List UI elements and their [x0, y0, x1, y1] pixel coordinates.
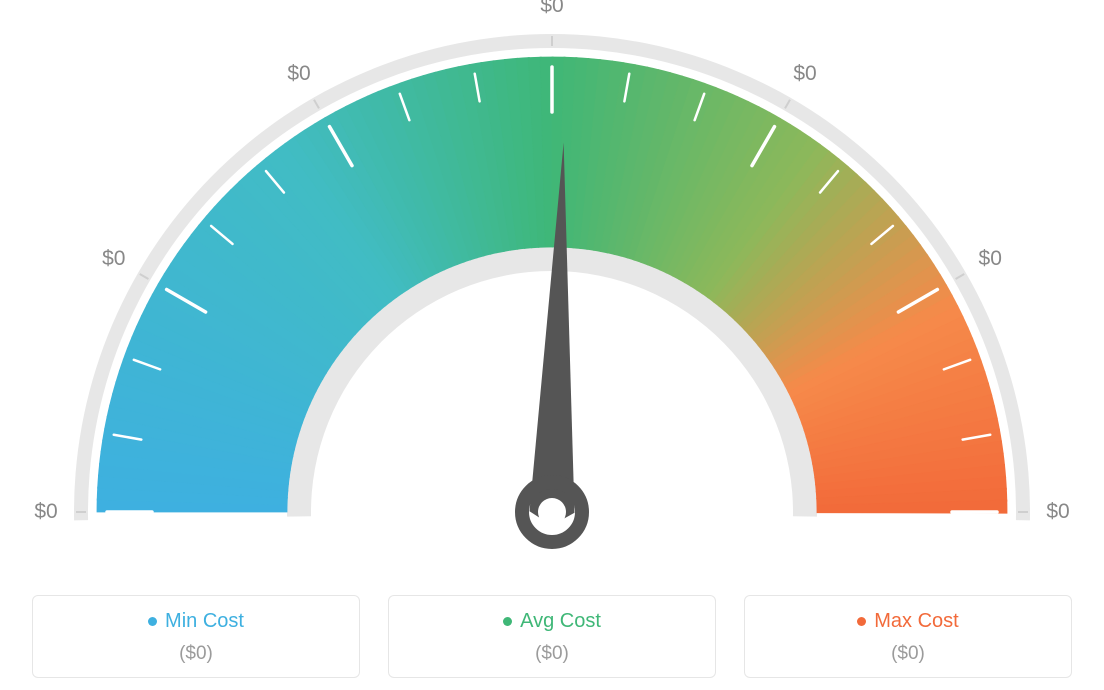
legend-dot-min — [148, 617, 157, 626]
gauge-tick-label: $0 — [287, 62, 310, 86]
legend-label-min: Min Cost — [165, 610, 244, 633]
legend-row: Min Cost ($0) Avg Cost ($0) Max Cost ($0… — [32, 595, 1072, 678]
gauge-tick-label: $0 — [540, 0, 563, 18]
legend-card-avg: Avg Cost ($0) — [388, 595, 716, 678]
gauge-tick-label: $0 — [34, 500, 57, 524]
gauge-svg — [0, 0, 1104, 560]
legend-value-avg: ($0) — [399, 643, 705, 665]
gauge-tick-label: $0 — [793, 62, 816, 86]
legend-label-avg: Avg Cost — [520, 610, 601, 633]
gauge-chart: $0 $0 $0 $0 $0 $0 $0 — [0, 0, 1104, 560]
legend-title-max: Max Cost — [857, 610, 958, 633]
legend-title-avg: Avg Cost — [503, 610, 601, 633]
legend-title-min: Min Cost — [148, 610, 244, 633]
gauge-tick-label: $0 — [1046, 500, 1069, 524]
legend-label-max: Max Cost — [874, 610, 958, 633]
legend-dot-max — [857, 617, 866, 626]
legend-value-min: ($0) — [43, 643, 349, 665]
legend-card-max: Max Cost ($0) — [744, 595, 1072, 678]
gauge-tick-label: $0 — [979, 247, 1002, 271]
legend-value-max: ($0) — [755, 643, 1061, 665]
gauge-tick-label: $0 — [102, 247, 125, 271]
legend-dot-avg — [503, 617, 512, 626]
legend-card-min: Min Cost ($0) — [32, 595, 360, 678]
